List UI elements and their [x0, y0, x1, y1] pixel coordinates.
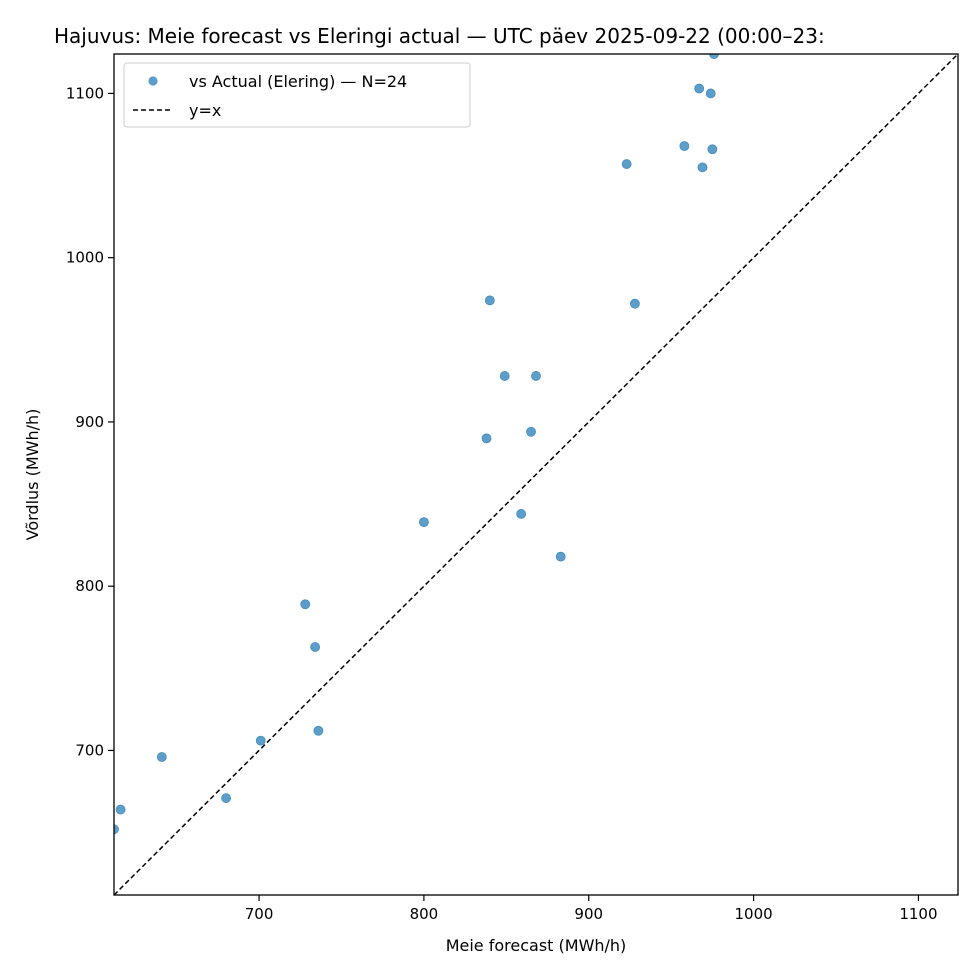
scatter-point [300, 599, 311, 610]
reference-line-y-equals-x [114, 54, 958, 895]
x-tick-label: 900 [574, 905, 603, 923]
scatter-point [255, 735, 266, 746]
scatter-point [705, 88, 716, 99]
x-tick-label: 800 [410, 905, 439, 923]
scatter-point [310, 642, 321, 652]
axis-ticks: 700 800 900 1000 1100 700 800 900 1000 1100 [66, 84, 938, 923]
y-tick-label: 1000 [66, 249, 104, 267]
y-tick-label: 800 [75, 577, 104, 595]
x-tick-label: 1100 [899, 905, 937, 923]
scatter-point [531, 371, 541, 381]
y-tick-label: 1100 [66, 84, 104, 102]
scatter-point [679, 141, 690, 151]
scatter-point [419, 517, 429, 528]
scatter-point [707, 144, 718, 155]
scatter-point [115, 804, 126, 815]
scatter-point [499, 371, 510, 381]
y-tick-label: 900 [75, 413, 104, 431]
chart-title: Hajuvus: Meie forecast vs Eleringi actua… [54, 24, 825, 48]
scatter-point [697, 162, 708, 173]
scatter-point [694, 83, 705, 94]
legend-label-scatter: vs Actual (Elering) — N=24 [189, 72, 407, 91]
legend: vs Actual (Elering) — N=24 y=x [123, 62, 471, 128]
scatter-point [630, 298, 640, 309]
plot-area [114, 54, 958, 895]
y-axis-label: Võrdlus (MWh/h) [23, 409, 42, 541]
scatter-point [156, 752, 167, 762]
legend-label-reference-line: y=x [189, 101, 221, 120]
scatter-point [555, 551, 566, 562]
scatter-point [313, 725, 324, 736]
y-tick-label: 700 [75, 741, 104, 759]
legend-marker-scatter [148, 76, 158, 86]
scatter-point [526, 426, 536, 437]
scatter-point [481, 433, 492, 444]
plot-frame [113, 53, 959, 896]
scatter-point [621, 159, 632, 169]
x-tick-label: 700 [245, 905, 274, 923]
scatter-point [516, 509, 527, 519]
scatter-point [484, 295, 495, 306]
x-tick-label: 1000 [735, 905, 773, 923]
legend-box [123, 62, 471, 128]
x-axis-label: Meie forecast (MWh/h) [446, 936, 627, 955]
scatter-point [221, 793, 231, 803]
